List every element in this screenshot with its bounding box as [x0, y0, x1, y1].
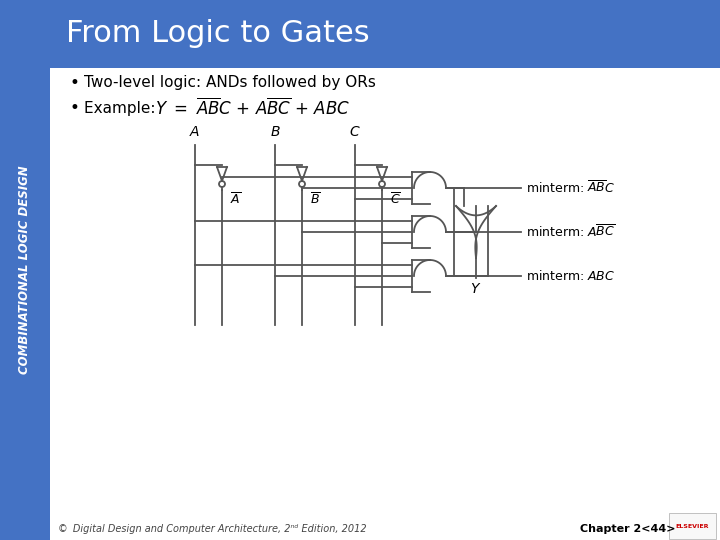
Text: ELSEVIER: ELSEVIER: [675, 523, 708, 529]
Text: $Y$: $Y$: [470, 282, 482, 296]
Text: From Logic to Gates: From Logic to Gates: [66, 19, 369, 49]
FancyBboxPatch shape: [50, 0, 720, 68]
Text: $C$: $C$: [349, 125, 361, 139]
FancyBboxPatch shape: [0, 0, 50, 540]
Text: minterm: $A\overline{B}\overline{C}$: minterm: $A\overline{B}\overline{C}$: [526, 224, 616, 240]
Text: $\mathit{Y}$ $=$ $\overline{\mathit{A}}\overline{\mathit{B}}\mathit{C}$ $+$ $\ma: $\mathit{Y}$ $=$ $\overline{\mathit{A}}\…: [155, 97, 350, 119]
Text: •: •: [70, 74, 80, 92]
Text: $\overline{C}$: $\overline{C}$: [390, 192, 401, 207]
Text: minterm: $ABC$: minterm: $ABC$: [526, 269, 615, 283]
Text: COMBINATIONAL LOGIC DESIGN: COMBINATIONAL LOGIC DESIGN: [19, 166, 32, 374]
Text: $B$: $B$: [270, 125, 280, 139]
Text: •: •: [70, 99, 80, 117]
Text: $\overline{B}$: $\overline{B}$: [310, 192, 320, 207]
Text: $\overline{A}$: $\overline{A}$: [230, 192, 241, 207]
Text: $A$: $A$: [189, 125, 201, 139]
FancyBboxPatch shape: [50, 68, 720, 540]
Text: Example:: Example:: [84, 100, 161, 116]
FancyBboxPatch shape: [669, 513, 716, 539]
Text: minterm: $\overline{A}\overline{B}C$: minterm: $\overline{A}\overline{B}C$: [526, 180, 615, 196]
Text: Two-level logic: ANDs followed by ORs: Two-level logic: ANDs followed by ORs: [84, 76, 376, 91]
Text: ©  Digital Design and Computer Architecture, 2ⁿᵈ Edition, 2012: © Digital Design and Computer Architectu…: [58, 524, 366, 534]
Text: Chapter 2<44>: Chapter 2<44>: [580, 524, 675, 534]
